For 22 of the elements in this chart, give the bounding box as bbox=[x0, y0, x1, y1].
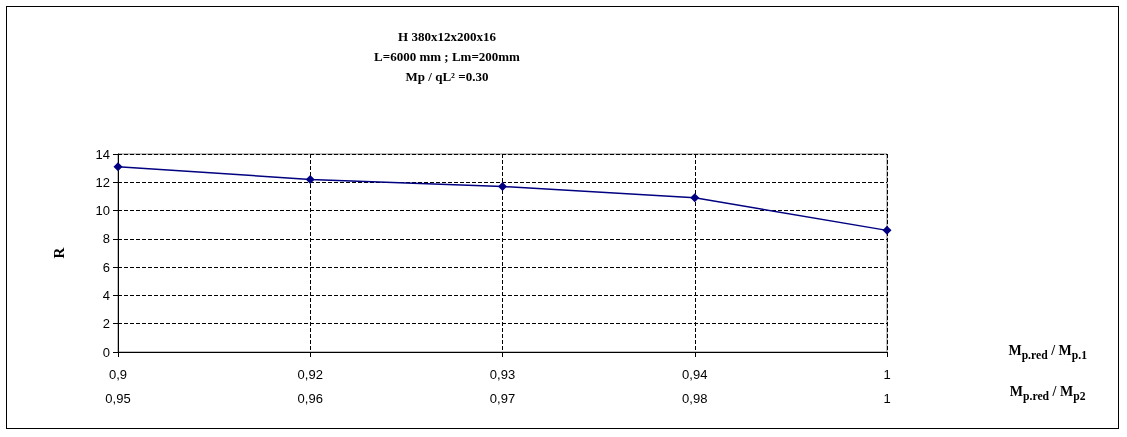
y-tick-label: 0 bbox=[102, 344, 110, 360]
point bbox=[113, 162, 123, 172]
y-tick-label: 2 bbox=[102, 316, 110, 332]
text: M$_{p.red}$ / M$_{p.1}$ M$_{p.red}$ / M$_{p2}$ bbox=[1008, 343, 1087, 403]
x-tick-label: 0,94 0,98 bbox=[682, 366, 708, 406]
point bbox=[690, 193, 700, 203]
y-tick-label: 6 bbox=[102, 259, 110, 275]
y-tick-label: 12 bbox=[95, 174, 110, 190]
chart-subtitle: L=6000 mm ; Lm=200mm Mp / qL² =0.30 bbox=[374, 48, 521, 84]
x-tick-label: 0,92 0,96 bbox=[297, 366, 323, 406]
y-axis-title: R bbox=[50, 247, 67, 259]
point bbox=[882, 225, 892, 235]
point bbox=[305, 174, 315, 184]
y-tick-label: 10 bbox=[95, 203, 110, 219]
y-tick-label: 14 bbox=[95, 146, 110, 162]
y-tick-label: 8 bbox=[102, 231, 110, 247]
chart-title: H 380x12x200x16 bbox=[398, 28, 497, 44]
y-tick-label: 4 bbox=[102, 287, 110, 303]
x-tick-label: 1 1 bbox=[883, 366, 891, 406]
x-tick-label: 0,93 0,97 bbox=[489, 366, 516, 406]
x-tick-label: 0,9 0,95 bbox=[105, 366, 131, 406]
point bbox=[498, 182, 507, 192]
